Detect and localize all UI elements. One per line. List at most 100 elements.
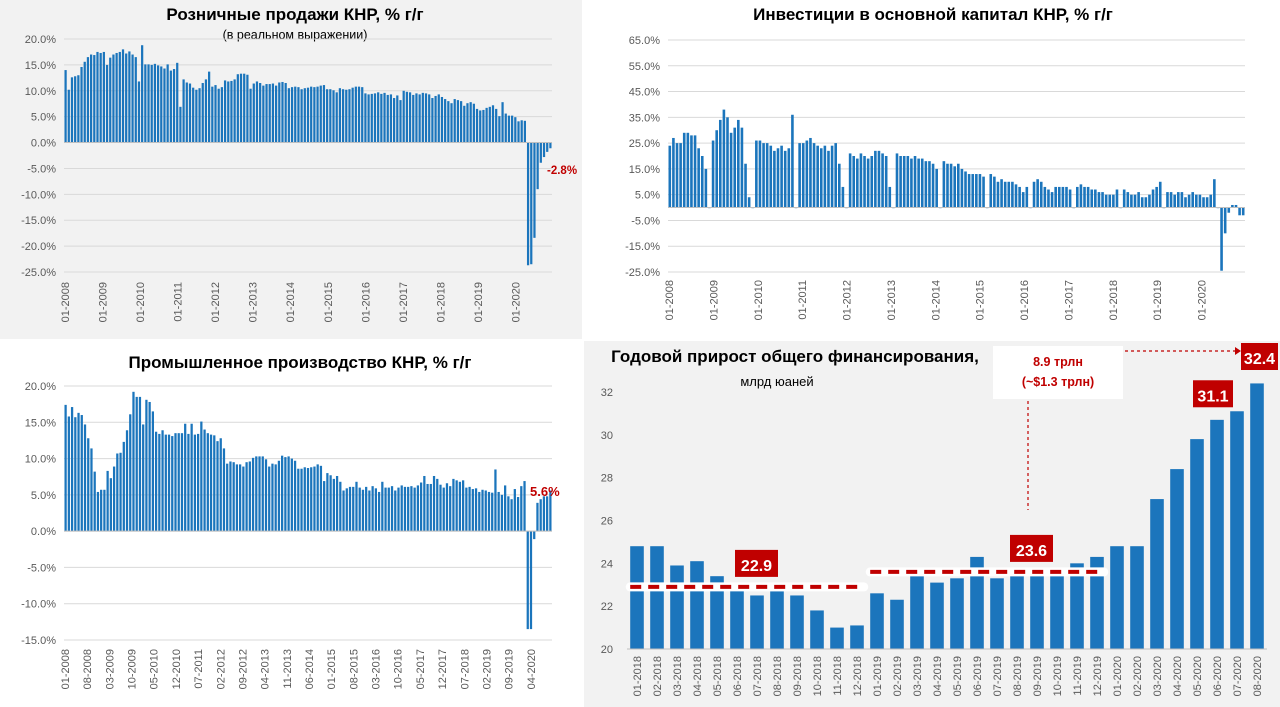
data-bar bbox=[1110, 546, 1124, 649]
data-bar bbox=[1112, 194, 1115, 208]
data-bar bbox=[1148, 194, 1151, 208]
x-tick-label: 12-2017 bbox=[437, 649, 449, 689]
data-bar bbox=[229, 461, 232, 532]
data-bar bbox=[248, 461, 251, 532]
data-bar bbox=[670, 565, 684, 649]
data-bar bbox=[982, 176, 985, 208]
data-bar bbox=[1150, 499, 1164, 649]
data-bar bbox=[428, 94, 431, 143]
y-tick-label: 22 bbox=[601, 601, 613, 613]
x-tick-label: 06-2014 bbox=[304, 649, 316, 689]
data-bar bbox=[233, 79, 236, 143]
total-financing-chart-panel: Годовой прирост общего финансирования, мл… bbox=[583, 340, 1280, 707]
data-bar bbox=[310, 86, 313, 143]
data-bar bbox=[1070, 563, 1084, 649]
data-bar bbox=[277, 460, 281, 532]
data-bar bbox=[536, 142, 539, 190]
data-bar bbox=[405, 91, 408, 143]
data-bar bbox=[461, 480, 465, 532]
avg-2018-label-box bbox=[735, 549, 778, 577]
data-bar bbox=[67, 416, 70, 532]
jul-2020-label-box bbox=[1193, 380, 1233, 408]
data-bar bbox=[516, 497, 520, 532]
data-bar bbox=[255, 456, 258, 532]
x-tick-label: 01-2020 bbox=[1112, 656, 1124, 696]
data-bar bbox=[338, 88, 342, 143]
data-bar bbox=[413, 487, 416, 532]
data-bar bbox=[1000, 179, 1003, 208]
data-bar bbox=[1137, 192, 1140, 208]
data-bar bbox=[1234, 204, 1238, 208]
x-tick-label: 06-2019 bbox=[972, 656, 984, 696]
data-bar bbox=[303, 467, 306, 532]
x-tick-label: 01-2018 bbox=[1108, 280, 1120, 320]
panel-divider-horizontal bbox=[0, 339, 1280, 341]
data-bar bbox=[171, 436, 174, 532]
data-bar bbox=[475, 108, 479, 143]
data-bar bbox=[335, 92, 338, 143]
data-bar bbox=[115, 52, 118, 143]
data-bar bbox=[1155, 186, 1158, 208]
x-tick-label: 05-2020 bbox=[1192, 656, 1204, 696]
data-bar bbox=[848, 153, 852, 208]
x-tick-label: 01-2015 bbox=[326, 649, 338, 689]
data-bar bbox=[733, 127, 737, 208]
data-bar bbox=[303, 88, 306, 143]
data-bar bbox=[403, 486, 407, 532]
data-bar bbox=[520, 120, 523, 143]
data-bar bbox=[520, 486, 523, 532]
data-bar bbox=[536, 502, 539, 532]
x-tick-label: 03-2020 bbox=[1152, 656, 1164, 696]
data-bar bbox=[64, 70, 67, 143]
data-bar bbox=[367, 94, 370, 143]
x-tick-label: 09-2012 bbox=[237, 649, 249, 689]
data-bar bbox=[481, 489, 484, 532]
data-bar bbox=[112, 54, 115, 143]
x-tick-label: 01-2017 bbox=[398, 282, 410, 322]
x-tick-label: 11-2018 bbox=[832, 656, 844, 696]
x-tick-label: 02-2012 bbox=[215, 649, 227, 689]
data-bar bbox=[287, 88, 290, 143]
x-tick-label: 01-2020 bbox=[510, 282, 522, 322]
y-tick-label: 65.0% bbox=[629, 35, 660, 47]
data-bar bbox=[106, 470, 109, 532]
x-tick-label: 01-2015 bbox=[323, 282, 335, 322]
data-bar bbox=[888, 186, 892, 208]
data-bar bbox=[1122, 189, 1126, 208]
data-bar bbox=[1220, 207, 1223, 271]
data-bar bbox=[975, 174, 978, 208]
data-bar bbox=[86, 57, 90, 143]
y-tick-label: 20.0% bbox=[25, 34, 56, 46]
chart-title: Промышленное производство КНР, % г/г bbox=[129, 353, 472, 372]
data-bar bbox=[630, 546, 644, 649]
data-bar bbox=[182, 79, 185, 143]
data-bar bbox=[87, 438, 90, 532]
x-tick-label: 03-2019 bbox=[912, 656, 924, 696]
data-bar bbox=[166, 64, 169, 143]
data-bar bbox=[890, 599, 904, 649]
data-bar bbox=[450, 103, 453, 143]
retail-sales-chart: Розничные продажи КНР, % г/г (в реальном … bbox=[21, 5, 577, 322]
data-bar bbox=[326, 473, 329, 532]
data-bar bbox=[245, 462, 248, 532]
data-bar bbox=[500, 494, 504, 532]
data-bar bbox=[1151, 189, 1155, 208]
data-bar bbox=[1050, 571, 1064, 649]
data-bar bbox=[265, 84, 268, 143]
data-bar bbox=[77, 75, 80, 143]
data-bar bbox=[1068, 189, 1072, 208]
data-bar bbox=[386, 94, 389, 143]
data-bar bbox=[377, 92, 380, 143]
data-bar bbox=[222, 448, 226, 532]
y-tick-label: 45.0% bbox=[629, 87, 660, 99]
data-bar bbox=[145, 399, 148, 532]
data-bar bbox=[993, 176, 996, 208]
data-bar bbox=[533, 531, 536, 540]
data-bar bbox=[329, 475, 332, 532]
data-bar bbox=[70, 407, 74, 532]
data-bar bbox=[348, 486, 352, 532]
data-bar bbox=[1007, 181, 1011, 208]
data-bar bbox=[949, 163, 953, 208]
growth-callout-box bbox=[993, 346, 1123, 399]
data-bar bbox=[418, 94, 421, 143]
